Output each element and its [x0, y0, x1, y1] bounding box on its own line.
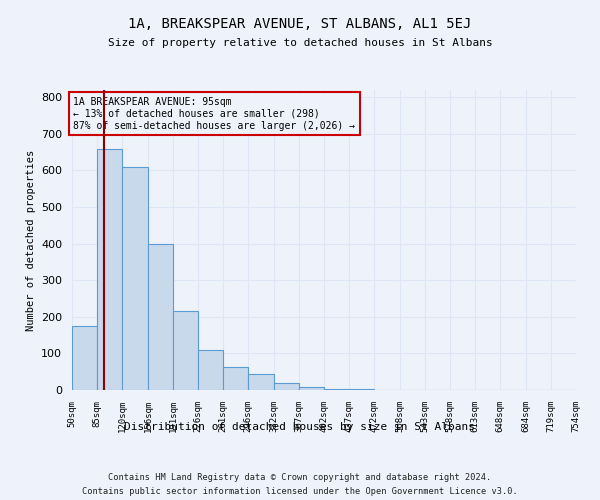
Text: Size of property relative to detached houses in St Albans: Size of property relative to detached ho…: [107, 38, 493, 48]
Bar: [324, 388, 349, 390]
Bar: [248, 374, 274, 390]
Bar: [274, 382, 299, 390]
Bar: [97, 148, 122, 390]
Text: Contains public sector information licensed under the Open Government Licence v3: Contains public sector information licen…: [82, 488, 518, 496]
Bar: [148, 244, 173, 390]
Bar: [299, 387, 324, 390]
Y-axis label: Number of detached properties: Number of detached properties: [26, 150, 35, 330]
Bar: [223, 368, 248, 390]
Text: Contains HM Land Registry data © Crown copyright and database right 2024.: Contains HM Land Registry data © Crown c…: [109, 472, 491, 482]
Text: Distribution of detached houses by size in St Albans: Distribution of detached houses by size …: [125, 422, 476, 432]
Bar: [122, 167, 148, 390]
Bar: [173, 312, 198, 390]
Text: 1A, BREAKSPEAR AVENUE, ST ALBANS, AL1 5EJ: 1A, BREAKSPEAR AVENUE, ST ALBANS, AL1 5E…: [128, 18, 472, 32]
Text: 1A BREAKSPEAR AVENUE: 95sqm
← 13% of detached houses are smaller (298)
87% of se: 1A BREAKSPEAR AVENUE: 95sqm ← 13% of det…: [73, 98, 355, 130]
Bar: [72, 326, 97, 390]
Bar: [198, 350, 223, 390]
